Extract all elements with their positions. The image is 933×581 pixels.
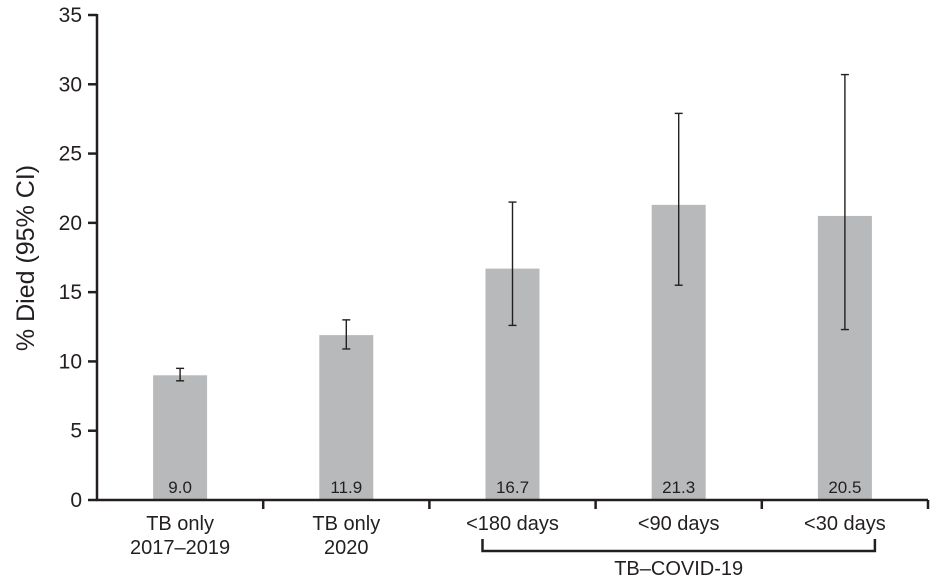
y-axis-label: % Died (95% CI) [12, 165, 40, 351]
data-label: 20.5 [828, 478, 861, 497]
x-tick-label: TB only [146, 513, 214, 535]
y-tick-label: 5 [70, 420, 82, 443]
group-bracket [481, 539, 877, 553]
x-tick-label: <90 days [638, 513, 720, 535]
data-label: 9.0 [168, 478, 192, 497]
x-tick-label: <180 days [466, 513, 559, 535]
data-label: 21.3 [662, 478, 695, 497]
y-tick-label: 25 [59, 143, 82, 166]
y-tick-label: 35 [59, 4, 82, 27]
y-tick-label: 10 [59, 350, 82, 373]
x-tick-label: TB only [312, 513, 380, 535]
data-label: 16.7 [496, 478, 529, 497]
bar [319, 335, 374, 500]
y-tick-label: 20 [59, 212, 82, 235]
group-bracket-label: TB–COVID-19 [614, 558, 743, 580]
x-tick-label: 2020 [324, 537, 369, 559]
bar [153, 375, 208, 500]
y-tick-label: 30 [59, 73, 82, 96]
error-bars-layer [176, 73, 849, 382]
x-tick-label: <30 days [804, 513, 886, 535]
y-tick-label: 0 [70, 489, 82, 512]
x-tick-label: 2017–2019 [130, 537, 230, 559]
axes-layer [88, 13, 930, 553]
data-label: 11.9 [330, 478, 362, 497]
y-tick-label: 15 [59, 281, 82, 304]
